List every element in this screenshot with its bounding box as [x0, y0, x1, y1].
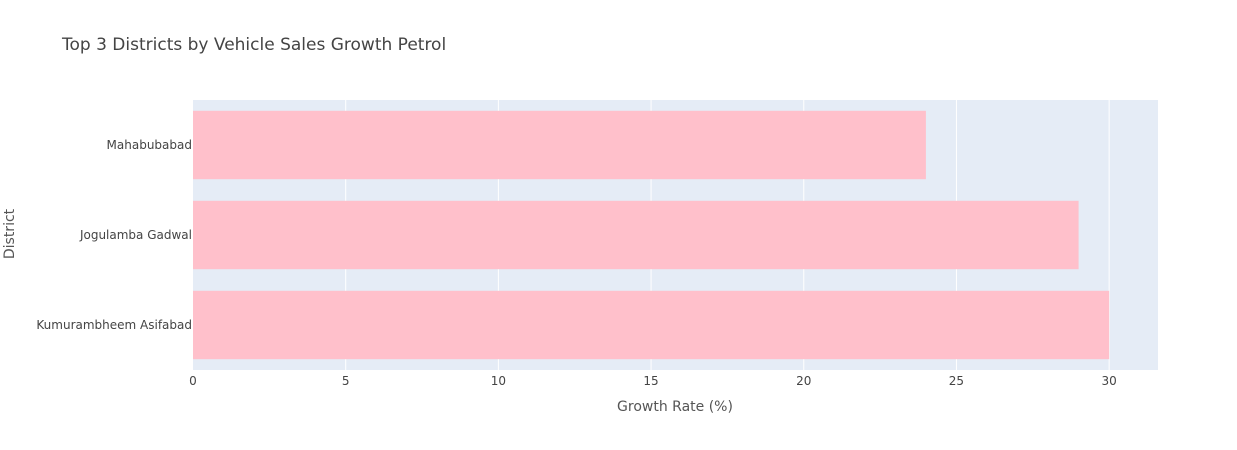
bar [193, 200, 1079, 270]
x-tick-label: 20 [796, 374, 811, 388]
x-tick-label: 25 [949, 374, 964, 388]
y-axis-title: District [2, 208, 18, 259]
x-axis-title: Growth Rate (%) [617, 399, 733, 415]
chart-title: Top 3 Districts by Vehicle Sales Growth … [61, 35, 446, 55]
x-tick-label: 10 [491, 374, 506, 388]
x-tick-label: 0 [189, 374, 197, 388]
bar [193, 110, 926, 180]
bars [193, 110, 1110, 360]
x-tick-label: 30 [1101, 374, 1116, 388]
x-tick-label: 15 [643, 374, 658, 388]
bar [193, 290, 1110, 360]
x-tick-label: 5 [342, 374, 350, 388]
y-tick-label: Jogulamba Gadwal [79, 228, 192, 242]
y-tick-label: Mahabubabad [107, 138, 192, 152]
y-tick-labels: Mahabubabad Jogulamba Gadwal Kumurambheem … [36, 138, 192, 332]
y-tick-label: Kumurambheem Asifabad [36, 318, 192, 332]
x-tick-labels: 0 5 10 15 20 25 30 [189, 374, 1117, 388]
